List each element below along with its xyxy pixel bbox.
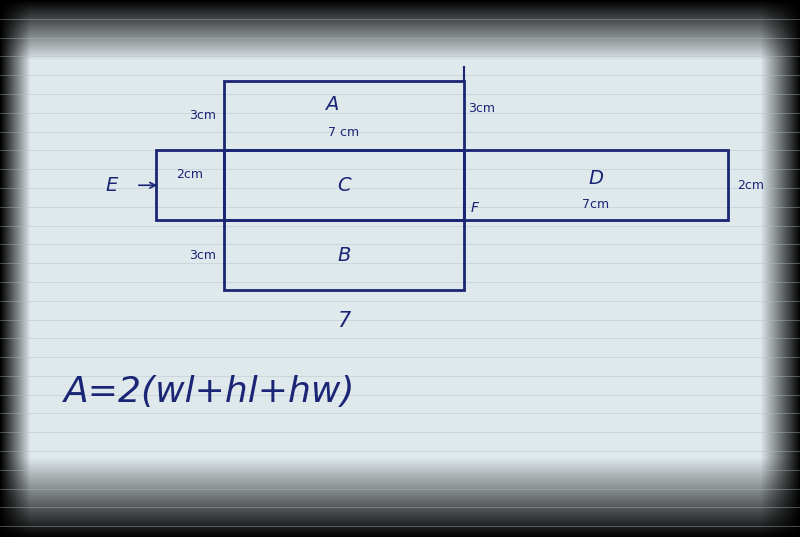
Text: 2cm: 2cm (738, 179, 765, 192)
Text: 3cm: 3cm (189, 249, 216, 262)
Text: 7 cm: 7 cm (329, 126, 359, 140)
Text: F: F (470, 201, 478, 215)
Text: 3cm: 3cm (468, 102, 495, 115)
Text: E: E (106, 176, 118, 195)
Text: B: B (338, 245, 350, 265)
Text: C: C (337, 176, 351, 195)
Bar (464, 150, 728, 220)
Text: 2cm: 2cm (177, 168, 203, 182)
Bar (156, 150, 224, 220)
Text: A=2(wl+hl+hw): A=2(wl+hl+hw) (64, 375, 355, 409)
Text: 3cm: 3cm (189, 109, 216, 122)
Text: A: A (326, 96, 338, 114)
Text: D: D (589, 169, 603, 188)
Bar (224, 81, 464, 150)
Bar (224, 150, 464, 220)
Text: 7cm: 7cm (582, 198, 610, 212)
Text: 7: 7 (338, 311, 350, 331)
Bar (224, 220, 464, 290)
